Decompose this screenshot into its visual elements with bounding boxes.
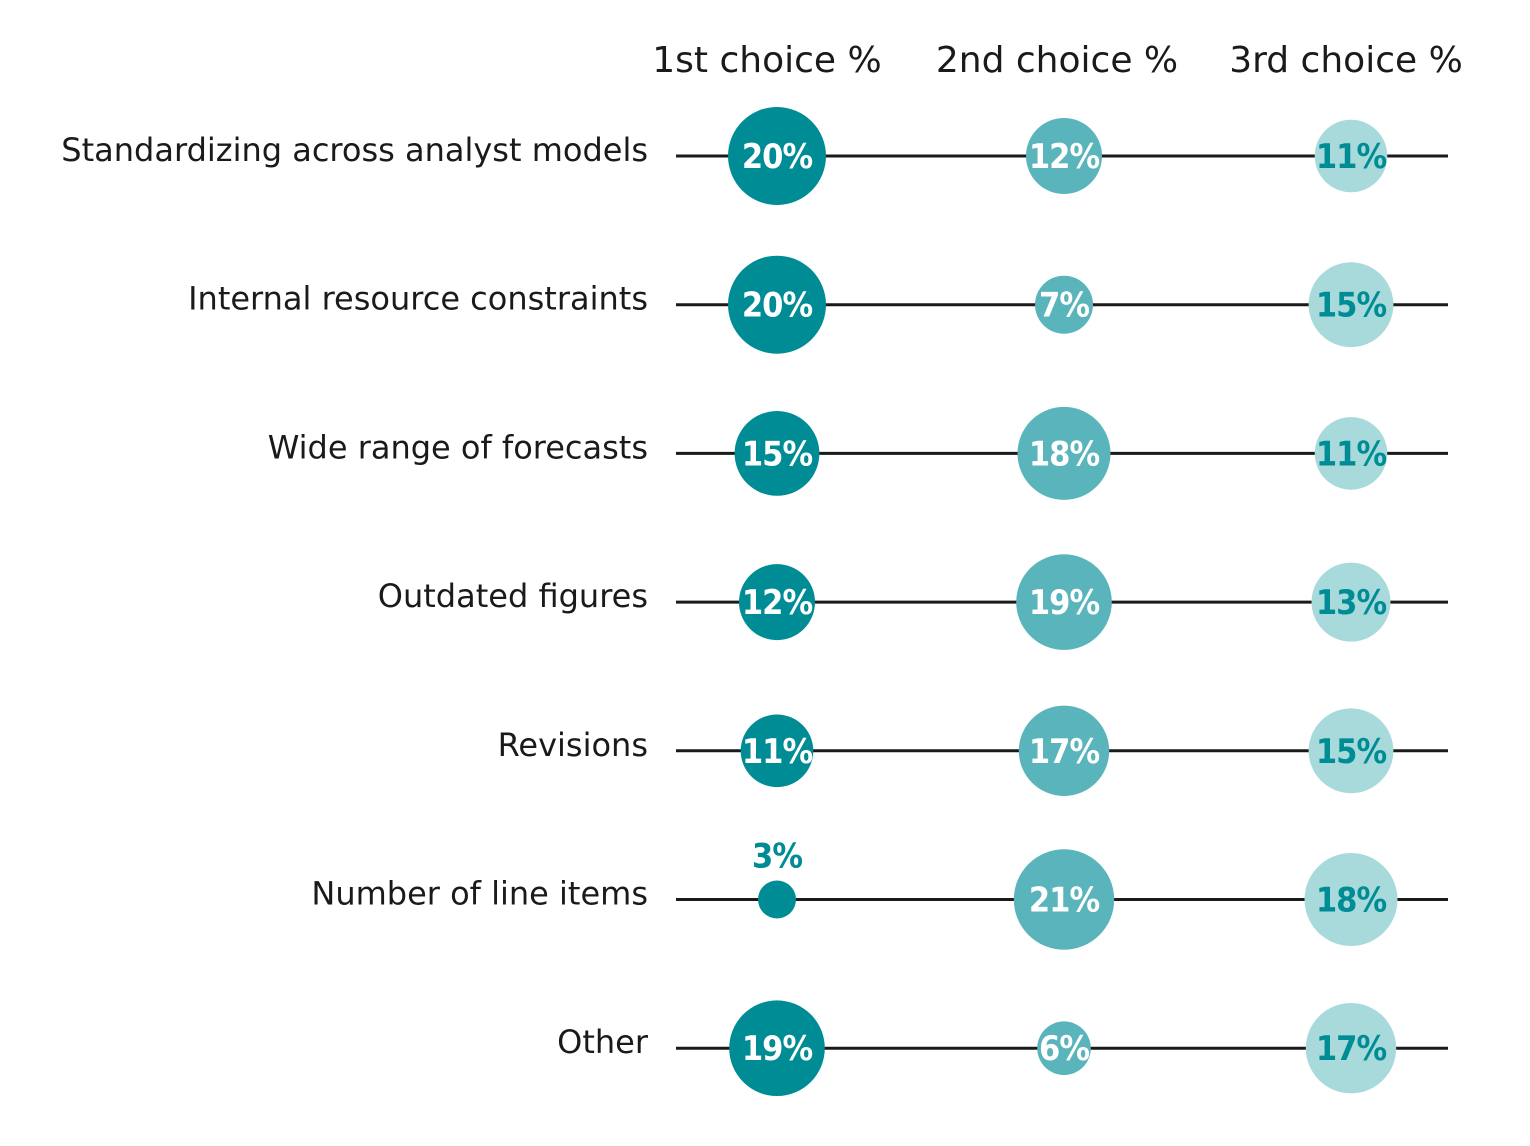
value-label-3rd-standardizing-across-analyst-models: 11% [1316, 137, 1387, 177]
row-label: Number of line items [311, 875, 648, 913]
bubble-1st-standardizing-across-analyst-models [728, 107, 826, 205]
value-label-3rd-number-of-line-items: 18% [1316, 881, 1387, 921]
bubble-2nd-revisions [1018, 705, 1110, 796]
row-label: Outdated figures [378, 577, 648, 615]
row-standardizing-across-analyst-models: Standardizing across analyst models 20% 12… [61, 107, 1448, 205]
row-revisions: Revisions 11% 17% 15% [498, 705, 1448, 796]
bubble-3rd-internal-resource-constraints [1308, 262, 1394, 348]
row-label: Revisions [498, 726, 648, 764]
column-header-3rd: 3rd choice % [1229, 40, 1463, 81]
bubble-2nd-wide-range-of-forecasts [1017, 406, 1111, 500]
bubble-3rd-outdated-figures [1311, 562, 1391, 642]
value-label-3rd-wide-range-of-forecasts: 11% [1316, 434, 1387, 474]
bubble-1st-wide-range-of-forecasts [734, 411, 820, 496]
value-label-3rd-internal-resource-constraints: 15% [1316, 286, 1387, 326]
bubble-3rd-number-of-line-items [1304, 853, 1398, 946]
row-label: Standardizing across analyst models [61, 131, 648, 169]
bubble-1st-revisions [740, 714, 814, 788]
row-wide-range-of-forecasts: Wide range of forecasts 15% 18% 11% [268, 406, 1448, 500]
bubble-1st-outdated-figures [739, 564, 815, 641]
value-label-2nd-revisions: 17% [1029, 732, 1100, 772]
row-number-of-line-items: Number of line items 3% 21% 18% [311, 837, 1448, 950]
bubble-2nd-other [1037, 1021, 1091, 1075]
value-label-2nd-number-of-line-items: 21% [1029, 881, 1100, 921]
value-label-3rd-outdated-figures: 13% [1316, 583, 1387, 623]
bubble-3rd-standardizing-across-analyst-models [1314, 119, 1388, 193]
chart-rows: Standardizing across analyst models 20% 12… [61, 107, 1448, 1096]
row-internal-resource-constraints: Internal resource constraints 20% 7% 15% [188, 255, 1448, 354]
row-label: Other [557, 1023, 649, 1061]
row-label: Wide range of forecasts [268, 428, 648, 466]
value-label-2nd-other: 6% [1039, 1029, 1089, 1069]
bubble-3rd-wide-range-of-forecasts [1314, 417, 1388, 490]
value-label-2nd-outdated-figures: 19% [1029, 583, 1100, 623]
bubble-2nd-standardizing-across-analyst-models [1026, 118, 1102, 194]
value-label-1st-outdated-figures: 12% [742, 583, 813, 623]
bubble-2nd-number-of-line-items [1013, 849, 1115, 950]
column-header-2nd: 2nd choice % [936, 40, 1178, 81]
value-label-1st-other: 19% [742, 1029, 813, 1069]
value-label-2nd-wide-range-of-forecasts: 18% [1029, 434, 1100, 474]
value-label-1st-revisions: 11% [742, 732, 813, 772]
bubble-1st-number-of-line-items [758, 880, 796, 919]
bubble-1st-internal-resource-constraints [728, 255, 826, 354]
bubble-1st-other [729, 1000, 825, 1096]
bubble-3rd-revisions [1308, 708, 1394, 794]
column-header-1st: 1st choice % [652, 40, 881, 81]
bubble-2nd-outdated-figures [1016, 554, 1112, 650]
bubble-3rd-other [1305, 1002, 1397, 1094]
column-headers: 1st choice % 2nd choice % 3rd choice % [652, 40, 1463, 81]
value-label-1st-number-of-line-items: 3% [752, 837, 802, 877]
value-label-3rd-revisions: 15% [1316, 732, 1387, 772]
value-label-1st-wide-range-of-forecasts: 15% [742, 434, 813, 474]
value-label-2nd-internal-resource-constraints: 7% [1039, 286, 1089, 326]
bubble-2nd-internal-resource-constraints [1035, 275, 1093, 334]
value-label-2nd-standardizing-across-analyst-models: 12% [1029, 137, 1100, 177]
row-outdated-figures: Outdated figures 12% 19% 13% [378, 554, 1448, 650]
value-label-1st-internal-resource-constraints: 20% [742, 286, 813, 326]
value-label-3rd-other: 17% [1316, 1029, 1387, 1069]
row-label: Internal resource constraints [188, 280, 648, 318]
row-other: Other 19% 6% 17% [557, 1000, 1448, 1096]
value-label-1st-standardizing-across-analyst-models: 20% [742, 137, 813, 177]
